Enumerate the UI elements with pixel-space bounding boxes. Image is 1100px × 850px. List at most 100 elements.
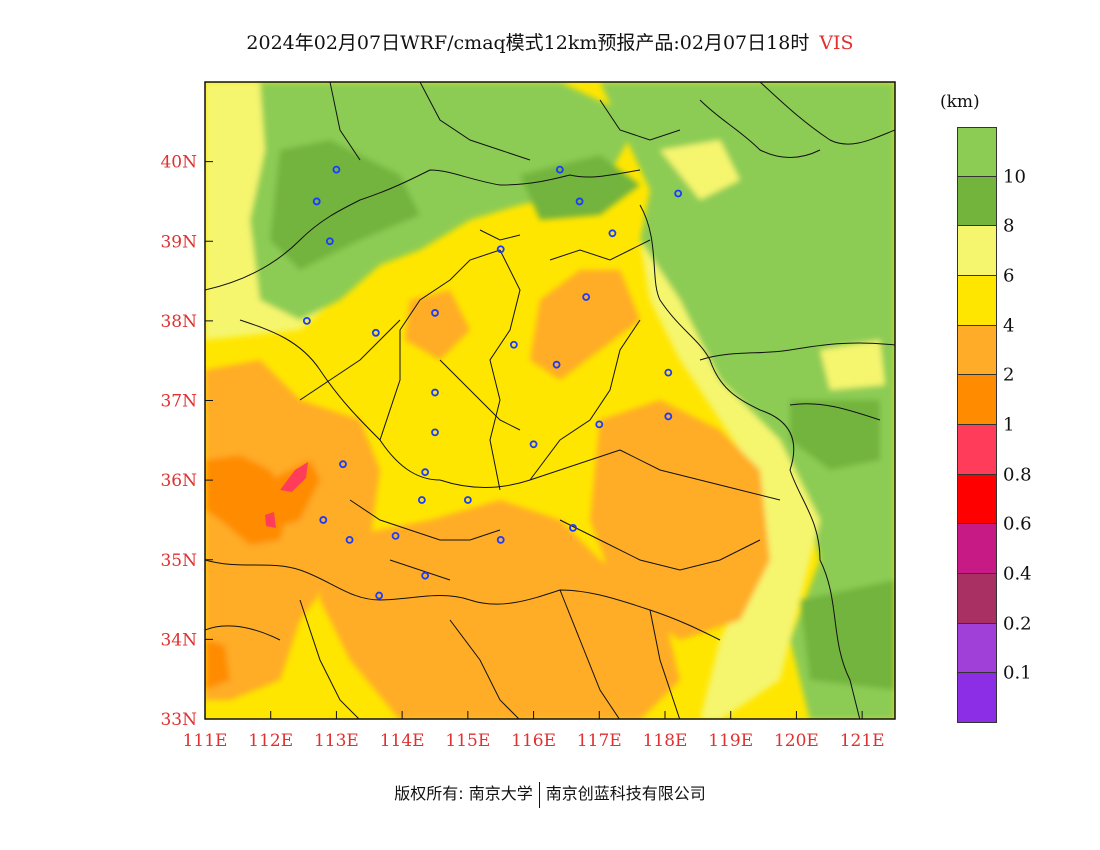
y-axis-ticks: 33N 34N 35N 36N 37N 38N 39N 40N bbox=[160, 153, 213, 730]
colorbar-segment bbox=[957, 623, 997, 674]
y-tick-label: 38N bbox=[160, 312, 197, 332]
city-marker bbox=[302, 316, 311, 325]
city-marker bbox=[595, 420, 604, 429]
city-marker bbox=[312, 197, 321, 206]
city-marker bbox=[608, 229, 617, 238]
colorbar-unit: (km) bbox=[940, 92, 980, 112]
field-red-core bbox=[280, 462, 308, 492]
x-tick-label: 114E bbox=[380, 731, 425, 751]
colorbar-label: 1 bbox=[1003, 414, 1015, 436]
map-title: 2024年02月07日WRF/cmaq模式12km预报产品:02月07日18时 V… bbox=[0, 28, 1100, 55]
colorbar-label: 4 bbox=[1003, 315, 1015, 337]
y-tick-label: 36N bbox=[160, 471, 197, 491]
city-marker bbox=[674, 189, 683, 198]
y-tick-label: 33N bbox=[160, 710, 197, 730]
city-marker bbox=[417, 496, 426, 504]
field-orange-mid bbox=[405, 290, 470, 360]
city-marker bbox=[664, 412, 673, 421]
field-yellow-nepatch bbox=[660, 140, 740, 200]
field-darkgreen-beijing bbox=[520, 155, 640, 220]
colorbar-segment bbox=[957, 474, 997, 525]
y-tick-label: 35N bbox=[160, 551, 197, 571]
colorbar-label: 0.4 bbox=[1003, 563, 1032, 585]
colorbar-segment bbox=[957, 127, 997, 177]
city-marker bbox=[325, 237, 334, 246]
x-axis-ticks: 111E 112E 113E 114E 115E 116E 117E 118E 119E 120E… bbox=[183, 711, 885, 751]
colorbar-segment bbox=[957, 524, 997, 574]
city-marker bbox=[319, 516, 328, 524]
city-marker bbox=[431, 428, 439, 437]
city-marker bbox=[375, 591, 384, 600]
field-darkgreen-se bbox=[800, 580, 895, 690]
city-marker bbox=[555, 165, 564, 174]
footer-copyright: 版权所有: 南京大学 bbox=[394, 784, 533, 803]
field-orange-se bbox=[590, 400, 770, 640]
city-marker bbox=[582, 293, 591, 301]
field-darkorange-core bbox=[270, 460, 320, 530]
colorbar-label: 8 bbox=[1003, 215, 1015, 237]
x-tick-label: 113E bbox=[314, 731, 359, 751]
city-marker bbox=[339, 460, 347, 469]
field-darkorange-sw bbox=[205, 640, 230, 690]
boundary-lines bbox=[205, 82, 895, 719]
colorbar-segment bbox=[957, 176, 997, 227]
footer-company: 南京创蓝科技有限公司 bbox=[545, 784, 706, 803]
title-text: 2024年02月07日WRF/cmaq模式12km预报产品:02月07日18时 bbox=[246, 32, 810, 54]
colorbar-label: 0.6 bbox=[1003, 513, 1032, 535]
colorbar-segment bbox=[957, 276, 997, 326]
city-marker bbox=[431, 309, 439, 317]
footer-separator bbox=[538, 781, 540, 808]
city-marker bbox=[529, 440, 538, 449]
colorbar-label: 6 bbox=[1003, 265, 1015, 287]
field-red-core-2 bbox=[265, 512, 276, 528]
x-tick-label: 116E bbox=[511, 731, 556, 751]
city-markers bbox=[302, 165, 683, 600]
city-marker bbox=[509, 340, 518, 349]
field-orange-hebei bbox=[530, 270, 640, 380]
city-marker bbox=[371, 328, 380, 337]
y-tick-label: 39N bbox=[160, 232, 197, 252]
city-marker bbox=[345, 535, 354, 544]
colorbar-segment bbox=[957, 574, 997, 624]
field-yellow-shandong-tip bbox=[820, 340, 885, 390]
x-tick-label: 121E bbox=[840, 731, 885, 751]
field-light-yellow-coast bbox=[640, 240, 820, 719]
colorbar-label: 0.1 bbox=[1003, 662, 1032, 684]
colorbar-label: 0.8 bbox=[1003, 464, 1032, 486]
footer: 版权所有: 南京大学 南京创蓝科技有限公司 bbox=[0, 780, 1100, 808]
city-marker bbox=[332, 165, 341, 174]
x-tick-label: 117E bbox=[577, 731, 622, 751]
city-marker bbox=[391, 531, 400, 540]
city-marker bbox=[496, 535, 505, 544]
colorbar-segment bbox=[957, 226, 997, 276]
x-tick-label: 118E bbox=[643, 731, 688, 751]
city-marker bbox=[664, 368, 673, 377]
field-orange-sw bbox=[205, 360, 380, 700]
city-marker bbox=[552, 360, 561, 369]
field-green-east bbox=[600, 82, 895, 719]
y-tick-label: 40N bbox=[160, 153, 197, 173]
x-tick-label: 120E bbox=[774, 731, 819, 751]
colorbar-segment bbox=[957, 375, 997, 425]
field-darkgreen-peninsula bbox=[790, 400, 880, 470]
colorbar-label: 10 bbox=[1003, 166, 1026, 188]
x-tick-label: 115E bbox=[445, 731, 490, 751]
city-marker bbox=[421, 468, 430, 477]
x-tick-label: 119E bbox=[708, 731, 753, 751]
field-darkgreen-nw bbox=[270, 140, 420, 270]
city-marker bbox=[421, 571, 430, 580]
city-marker bbox=[431, 388, 439, 397]
colorbar-label: 0.2 bbox=[1003, 613, 1032, 635]
city-marker bbox=[575, 197, 584, 206]
y-tick-label: 37N bbox=[160, 392, 197, 412]
colorbar-segment bbox=[957, 425, 997, 475]
colorbar-segment bbox=[957, 325, 997, 376]
colorbar-segment bbox=[957, 673, 997, 723]
map-plot-area bbox=[205, 82, 895, 719]
title-variable: VIS bbox=[819, 32, 854, 54]
city-marker bbox=[496, 245, 505, 254]
y-tick-label: 34N bbox=[160, 630, 197, 650]
colorbar-label: 2 bbox=[1003, 364, 1015, 386]
city-marker bbox=[463, 496, 472, 504]
